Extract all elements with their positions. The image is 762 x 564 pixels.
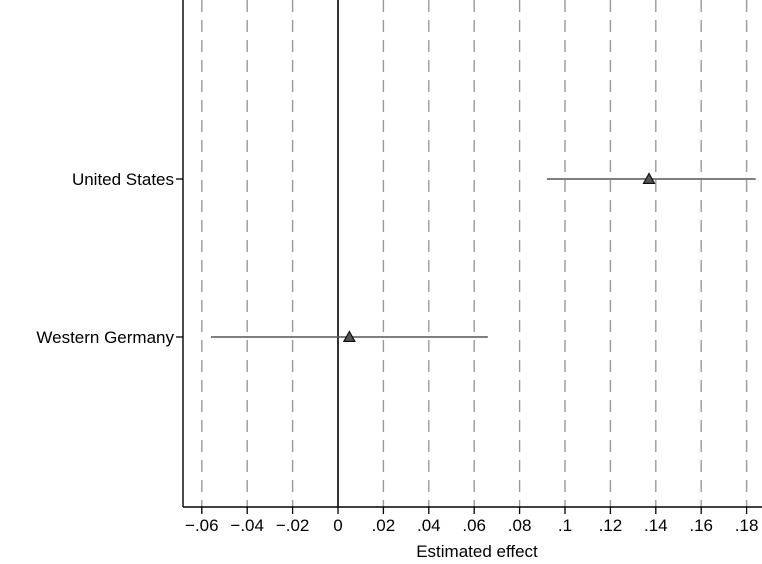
x-tick-label: −.04 — [230, 516, 264, 535]
x-tick-label: .18 — [735, 516, 759, 535]
y-axis-categories: United States Western Germany — [36, 170, 183, 347]
x-tick-label: .06 — [462, 516, 486, 535]
point-estimate-marker — [642, 172, 656, 184]
x-tick-label: .04 — [417, 516, 441, 535]
x-tick-label: .12 — [599, 516, 623, 535]
x-tick-label: .1 — [558, 516, 572, 535]
x-axis-title: Estimated effect — [416, 542, 538, 561]
x-tick-label: .02 — [372, 516, 396, 535]
x-tick-label: .14 — [644, 516, 668, 535]
x-tick-label: −.06 — [185, 516, 219, 535]
x-tick-label: 0 — [333, 516, 342, 535]
x-tick-label: .08 — [508, 516, 532, 535]
x-axis-ticks: −.06 −.04 −.02 0 .02 .04 .06 .08 .1 .12 .14 .16 .18 — [185, 507, 758, 535]
grid-lines — [201, 0, 748, 507]
point-estimates — [342, 172, 656, 342]
point-estimate-marker — [342, 330, 356, 342]
y-category-label: United States — [72, 170, 174, 189]
y-category-label: Western Germany — [36, 328, 174, 347]
x-tick-label: .16 — [689, 516, 713, 535]
plot-frame — [182, 0, 762, 508]
x-tick-label: −.02 — [276, 516, 310, 535]
